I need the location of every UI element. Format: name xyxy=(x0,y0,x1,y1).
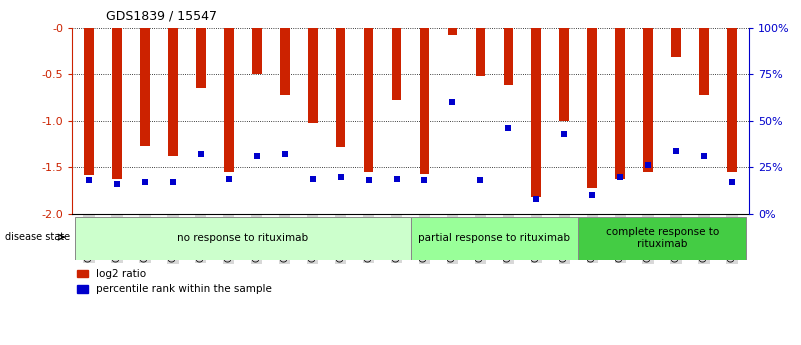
Point xyxy=(614,174,626,179)
Bar xyxy=(84,28,94,175)
Point xyxy=(139,179,151,185)
Bar xyxy=(308,28,317,122)
Point xyxy=(334,174,347,179)
Point xyxy=(586,193,598,198)
Bar xyxy=(74,217,410,259)
Point xyxy=(698,154,710,159)
Legend: log2 ratio, percentile rank within the sample: log2 ratio, percentile rank within the s… xyxy=(78,269,272,294)
Text: disease state: disease state xyxy=(5,232,70,242)
Bar xyxy=(699,28,709,95)
Bar xyxy=(448,28,457,35)
Bar xyxy=(364,28,373,172)
Point xyxy=(111,181,123,187)
Bar xyxy=(168,28,178,156)
Bar xyxy=(587,28,598,188)
Point xyxy=(418,178,431,183)
Point xyxy=(502,126,515,131)
Bar xyxy=(504,28,513,85)
Bar xyxy=(727,28,737,172)
Point xyxy=(530,196,543,202)
Point xyxy=(306,176,319,181)
Bar xyxy=(671,28,681,57)
Bar xyxy=(280,28,289,95)
Text: no response to rituximab: no response to rituximab xyxy=(177,233,308,243)
Text: complete response to
rituximab: complete response to rituximab xyxy=(606,227,718,249)
Point xyxy=(446,99,459,105)
Bar xyxy=(532,28,541,197)
Bar xyxy=(140,28,150,146)
Bar xyxy=(643,28,653,172)
Bar xyxy=(223,28,234,172)
Point xyxy=(670,148,682,153)
Text: partial response to rituximab: partial response to rituximab xyxy=(418,233,570,243)
Point xyxy=(362,178,375,183)
Text: GDS1839 / 15547: GDS1839 / 15547 xyxy=(106,10,217,23)
Bar xyxy=(336,28,345,147)
Point xyxy=(642,163,654,168)
Bar xyxy=(578,217,747,259)
Point xyxy=(167,179,179,185)
Point xyxy=(223,176,235,181)
Bar xyxy=(476,28,485,76)
Bar xyxy=(420,28,429,174)
Point xyxy=(278,151,291,157)
Point xyxy=(390,176,403,181)
Bar xyxy=(392,28,401,100)
Point xyxy=(474,178,487,183)
Bar xyxy=(112,28,122,179)
Point xyxy=(558,131,571,137)
Point xyxy=(195,151,207,157)
Bar xyxy=(410,217,578,259)
Point xyxy=(83,178,95,183)
Bar xyxy=(559,28,570,121)
Bar xyxy=(615,28,625,179)
Bar xyxy=(196,28,206,88)
Bar xyxy=(252,28,262,74)
Point xyxy=(250,154,263,159)
Point xyxy=(726,179,739,185)
